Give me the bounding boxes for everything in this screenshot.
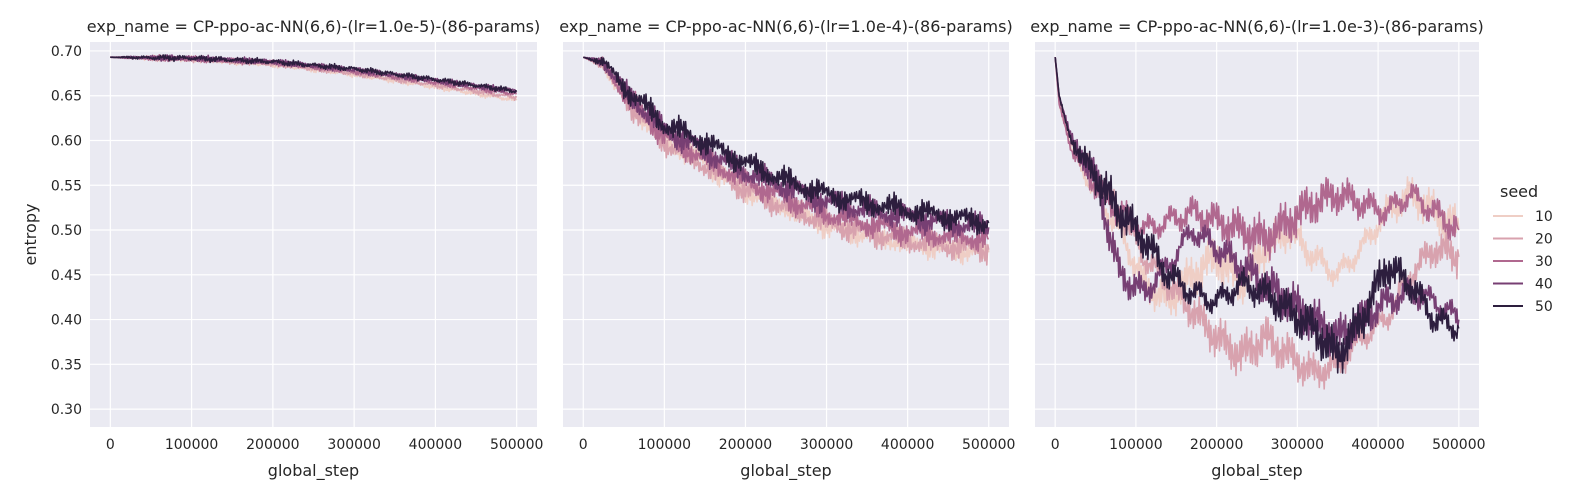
x-axis-label: global_step <box>740 461 831 481</box>
legend-label-40: 40 <box>1535 277 1553 293</box>
panel-series-lines <box>582 56 990 266</box>
legend-title: seed <box>1500 182 1538 201</box>
y-tick-label: 0.55 <box>51 178 82 194</box>
x-tick-label: 400000 <box>1351 437 1404 453</box>
x-tick-label: 0 <box>106 437 115 453</box>
x-tick-label: 100000 <box>165 437 218 453</box>
x-tick-label: 100000 <box>1109 437 1162 453</box>
series-line-50 <box>110 54 518 94</box>
panel-title: exp_name = CP-ppo-ac-NN(6,6)-(lr=1.0e-4)… <box>559 17 1012 37</box>
legend-label-20: 20 <box>1535 232 1553 248</box>
legend-label-50: 50 <box>1535 299 1553 315</box>
x-tick-label: 200000 <box>719 437 772 453</box>
x-tick-label: 0 <box>579 437 588 453</box>
panel-x-tick-labels: 0 100000 200000 300000 400000 500000 <box>1051 437 1486 453</box>
x-tick-label: 400000 <box>409 437 462 453</box>
panel-background <box>90 42 537 427</box>
x-tick-label: 500000 <box>962 437 1015 453</box>
x-tick-label: 0 <box>1051 437 1060 453</box>
x-tick-label: 100000 <box>638 437 691 453</box>
panel-title: exp_name = CP-ppo-ac-NN(6,6)-(lr=1.0e-3)… <box>1030 17 1483 37</box>
y-axis-label: entropy <box>21 204 40 266</box>
x-tick-label: 200000 <box>1190 437 1243 453</box>
panel-x-tick-labels: 0 100000 200000 300000 400000 500000 <box>579 437 1016 453</box>
panel-x-tick-labels: 0 100000 200000 300000 400000 500000 <box>106 437 544 453</box>
legend-label-30: 30 <box>1535 254 1553 270</box>
y-tick-label: 0.35 <box>51 357 82 373</box>
y-tick-label: 0.45 <box>51 268 82 284</box>
panel-grid <box>90 42 537 427</box>
series-line-50 <box>1054 57 1460 374</box>
y-tick-label: 0.60 <box>51 133 82 149</box>
x-axis-label: global_step <box>1211 461 1302 481</box>
x-tick-label: 300000 <box>1271 437 1324 453</box>
x-tick-label: 500000 <box>1432 437 1485 453</box>
series-line-30 <box>1054 57 1460 261</box>
y-tick-label: 0.70 <box>51 44 82 60</box>
panel-2: exp_name = CP-ppo-ac-NN(6,6)-(lr=1.0e-3)… <box>1030 17 1485 481</box>
y-tick-label: 0.30 <box>51 402 82 418</box>
panel-0: exp_name = CP-ppo-ac-NN(6,6)-(lr=1.0e-5)… <box>51 17 544 481</box>
panel-grid <box>563 42 1009 427</box>
panel-background <box>1035 42 1479 427</box>
panel-1: exp_name = CP-ppo-ac-NN(6,6)-(lr=1.0e-4)… <box>559 17 1015 481</box>
x-axis-label: global_step <box>268 461 359 481</box>
x-tick-label: 300000 <box>800 437 853 453</box>
panel-title: exp_name = CP-ppo-ac-NN(6,6)-(lr=1.0e-5)… <box>87 17 540 37</box>
x-tick-label: 400000 <box>881 437 934 453</box>
panel-y-tick-labels: 0.30 0.35 0.40 0.45 0.50 0.55 0.60 0.65 0.70 <box>51 44 82 418</box>
x-tick-label: 300000 <box>327 437 380 453</box>
y-tick-label: 0.40 <box>51 313 82 329</box>
y-tick-label: 0.50 <box>51 223 82 239</box>
x-tick-label: 500000 <box>490 437 543 453</box>
panel-series-lines <box>110 54 518 102</box>
legend-items: 10 20 30 40 50 <box>1493 209 1553 315</box>
series-line-40 <box>1054 57 1460 357</box>
x-tick-label: 200000 <box>246 437 299 453</box>
legend: seed 10 20 30 40 50 <box>1493 182 1553 315</box>
series-line-50 <box>583 56 990 236</box>
panel-series-lines <box>1054 57 1460 390</box>
y-tick-label: 0.65 <box>51 89 82 105</box>
legend-label-10: 10 <box>1535 209 1553 225</box>
